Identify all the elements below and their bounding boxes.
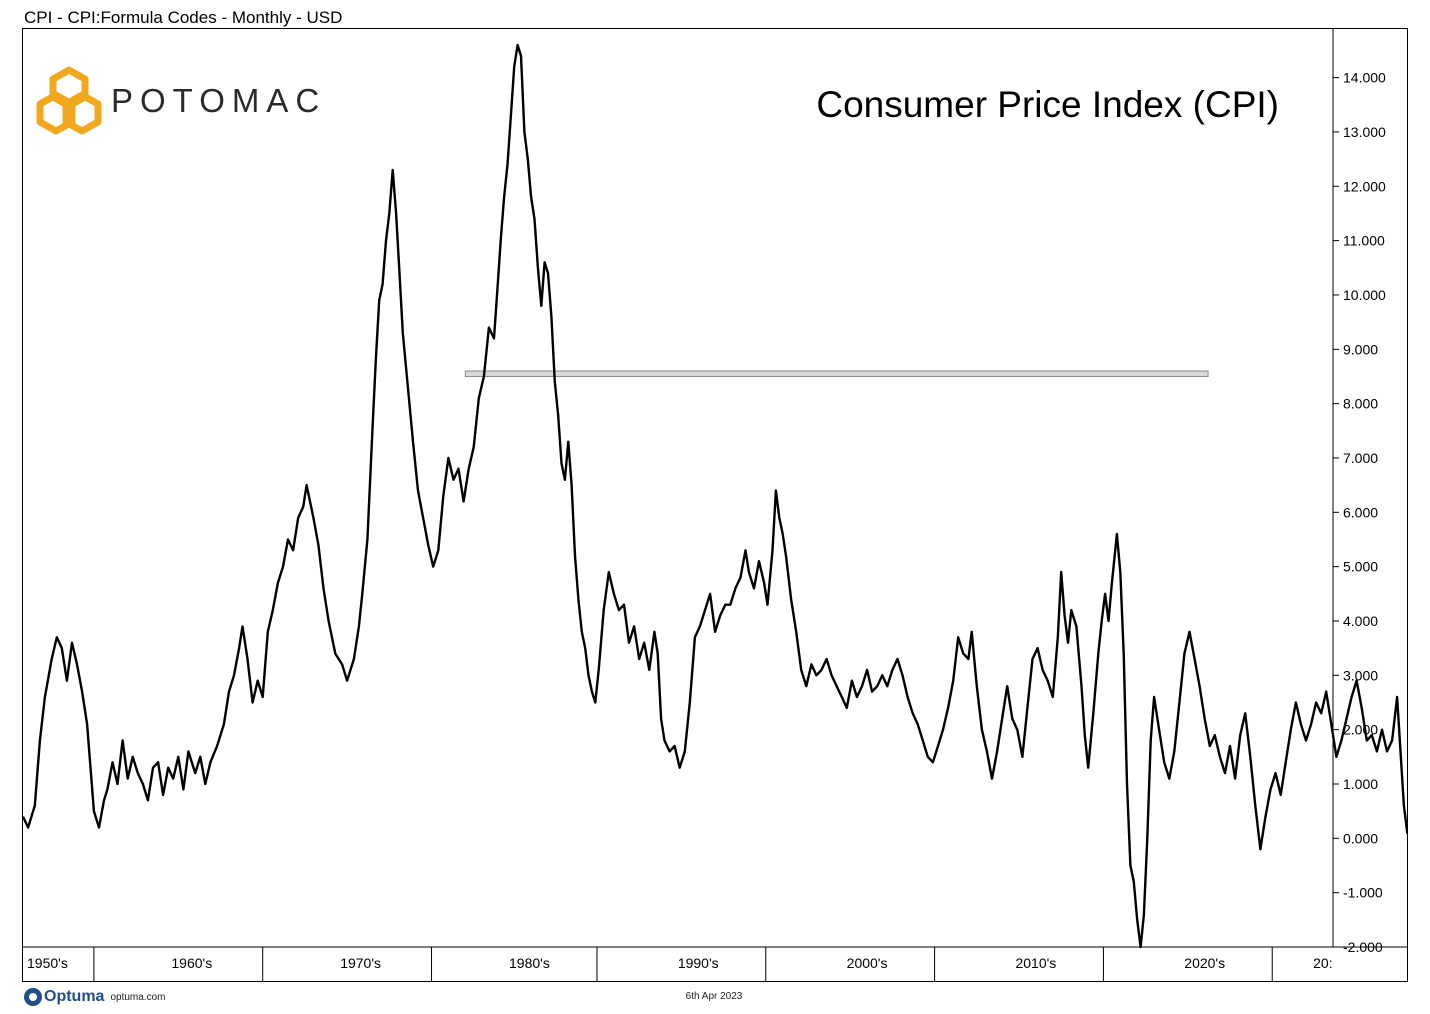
y-tick-label: 8.000 [1343,396,1378,412]
chart-source-header: CPI - CPI:Formula Codes - Monthly - USD [24,8,343,27]
y-tick-label: 2.000 [1343,722,1378,738]
y-tick-label: -1.000 [1343,885,1383,901]
potomac-logo: POTOMAC [36,66,326,135]
footer: Optuma optuma.com 6th Apr 2023 [24,988,1404,1008]
y-tick-label: 14.000 [1343,70,1386,86]
y-tick-label: 1.000 [1343,776,1378,792]
reference-band [464,370,1209,377]
y-tick-label: 4.000 [1343,613,1378,629]
x-tick-label: 2010's [1015,955,1056,971]
y-tick-label: 11.000 [1343,233,1385,249]
optuma-icon [24,988,42,1006]
x-tick-label: 1960's [171,955,212,971]
y-tick-label: 12.000 [1343,178,1386,194]
export-date: 6th Apr 2023 [685,991,743,1002]
y-tick-label: 7.000 [1343,450,1378,466]
y-axis: 14.000 13.000 12.000 11.000 10.000 9.000 8.000… [1332,29,1386,955]
y-tick-label: 10.000 [1343,287,1386,303]
x-tick-label: 1950's [27,955,68,971]
y-tick-label: 5.000 [1343,559,1378,575]
x-tick-label: 1990's [678,955,719,971]
y-tick-label: 0.000 [1343,830,1378,846]
y-tick-label: 9.000 [1343,341,1378,357]
y-tick-label: 13.000 [1343,124,1386,140]
chart-title: Consumer Price Index (CPI) [816,84,1279,125]
chart-svg: POTOMAC Consumer Price Index (CPI) 14.00… [23,29,1407,981]
potomac-logo-mark [36,66,102,135]
chart-frame: POTOMAC Consumer Price Index (CPI) 14.00… [22,28,1408,982]
x-tick-label: 20: [1313,955,1332,971]
series-line-0 [23,43,1407,949]
x-tick-label: 1970's [340,955,381,971]
y-tick-label: 3.000 [1343,667,1378,683]
y-tick-label: 6.000 [1343,504,1378,520]
x-tick-label: 2000's [847,955,888,971]
optuma-logo: Optuma optuma.com [24,988,165,1006]
x-axis: 1950's 1960's 1970's 1980's 1990's 2000's 2010… [23,946,1407,981]
optuma-logo-text: Optuma [44,988,105,1005]
reference-band-layer [464,370,1209,377]
x-tick-label: 2020's [1184,955,1225,971]
optuma-url[interactable]: optuma.com [110,991,166,1003]
series-layer [23,43,1407,949]
potomac-logo-text: POTOMAC [111,82,326,119]
x-tick-label: 1980's [509,955,550,971]
